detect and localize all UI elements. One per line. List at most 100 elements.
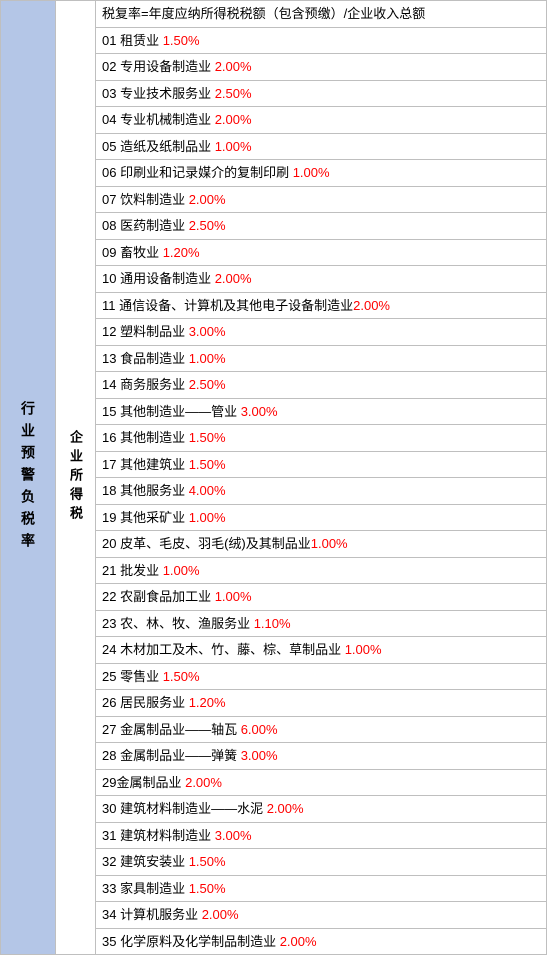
row-rate: 4.00% [189, 483, 226, 498]
row-number: 31 [102, 828, 116, 843]
row-rate: 3.00% [241, 748, 278, 763]
row-number: 27 [102, 722, 116, 737]
row-label: 建筑安装业 [116, 854, 188, 869]
row-label: 金属制品业——轴瓦 [116, 722, 240, 737]
row-rate: 2.00% [202, 907, 239, 922]
row-number: 09 [102, 245, 116, 260]
row-rate: 6.00% [241, 722, 278, 737]
table-row: 13 食品制造业 1.00% [96, 346, 546, 373]
table-row: 29金属制品业 2.00% [96, 770, 546, 797]
row-label: 家具制造业 [116, 881, 188, 896]
row-rate: 1.00% [311, 536, 348, 551]
row-number: 18 [102, 483, 116, 498]
row-rate: 1.00% [189, 510, 226, 525]
row-number: 04 [102, 112, 116, 127]
row-rate: 1.50% [189, 430, 226, 445]
row-rate: 1.20% [163, 245, 200, 260]
table-row: 26 居民服务业 1.20% [96, 690, 546, 717]
row-rate: 1.50% [189, 881, 226, 896]
table-row: 14 商务服务业 2.50% [96, 372, 546, 399]
row-rate: 2.50% [215, 86, 252, 101]
row-label: 专业技术服务业 [116, 86, 214, 101]
row-label: 塑料制品业 [116, 324, 188, 339]
table-row: 15 其他制造业——管业 3.00% [96, 399, 546, 426]
table-row: 04 专业机械制造业 2.00% [96, 107, 546, 134]
table-row: 28 金属制品业——弹簧 3.00% [96, 743, 546, 770]
row-label: 饮料制造业 [116, 192, 188, 207]
row-rate: 2.00% [215, 59, 252, 74]
table-row: 06 印刷业和记录媒介的复制印刷 1.00% [96, 160, 546, 187]
row-rate: 1.00% [293, 165, 330, 180]
row-rate: 3.00% [241, 404, 278, 419]
row-label: 批发业 [116, 563, 162, 578]
mid-heading-column: 企业所得税 [56, 1, 96, 954]
row-label: 造纸及纸制品业 [116, 139, 214, 154]
row-rate: 1.20% [189, 695, 226, 710]
table-row: 21 批发业 1.00% [96, 558, 546, 585]
table-row: 24 木材加工及木、竹、藤、棕、草制品业 1.00% [96, 637, 546, 664]
row-number: 26 [102, 695, 116, 710]
row-number: 21 [102, 563, 116, 578]
row-number: 25 [102, 669, 116, 684]
row-label: 专业机械制造业 [116, 112, 214, 127]
row-rate: 1.50% [163, 33, 200, 48]
row-label: 居民服务业 [116, 695, 188, 710]
row-number: 28 [102, 748, 116, 763]
row-rate: 1.00% [163, 563, 200, 578]
row-number: 10 [102, 271, 116, 286]
row-rate: 1.50% [189, 457, 226, 472]
table-row: 30 建筑材料制造业——水泥 2.00% [96, 796, 546, 823]
row-label: 其他制造业——管业 [116, 404, 240, 419]
row-number: 24 [102, 642, 116, 657]
row-label: 农副食品加工业 [116, 589, 214, 604]
row-label: 建筑材料制造业——水泥 [116, 801, 266, 816]
row-number: 34 [102, 907, 116, 922]
row-number: 15 [102, 404, 116, 419]
row-rate: 1.00% [215, 139, 252, 154]
table-row: 05 造纸及纸制品业 1.00% [96, 134, 546, 161]
row-rate: 2.00% [215, 271, 252, 286]
table-row: 08 医药制造业 2.50% [96, 213, 546, 240]
row-number: 30 [102, 801, 116, 816]
row-rate: 2.00% [267, 801, 304, 816]
row-number: 32 [102, 854, 116, 869]
table-row: 09 畜牧业 1.20% [96, 240, 546, 267]
row-rate: 1.00% [189, 351, 226, 366]
row-label: 其他制造业 [116, 430, 188, 445]
row-number: 35 [102, 934, 116, 949]
row-label: 医药制造业 [116, 218, 188, 233]
row-label: 其他采矿业 [116, 510, 188, 525]
row-rate: 2.00% [189, 192, 226, 207]
row-rate: 1.10% [254, 616, 291, 631]
row-rate: 2.50% [189, 218, 226, 233]
left-heading-column: 行业预警负税率 [1, 1, 56, 954]
table-row: 32 建筑安装业 1.50% [96, 849, 546, 876]
row-rate: 1.50% [189, 854, 226, 869]
table-row: 31 建筑材料制造业 3.00% [96, 823, 546, 850]
table-row: 19 其他采矿业 1.00% [96, 505, 546, 532]
table-row: 03 专业技术服务业 2.50% [96, 81, 546, 108]
table-row: 11 通信设备、计算机及其他电子设备制造业2.00% [96, 293, 546, 320]
row-number: 03 [102, 86, 116, 101]
table-row: 35 化学原料及化学制品制造业 2.00% [96, 929, 546, 955]
row-number: 17 [102, 457, 116, 472]
row-number: 11 [102, 298, 116, 313]
row-label: 其他服务业 [116, 483, 188, 498]
row-number: 23 [102, 616, 116, 631]
table-row: 18 其他服务业 4.00% [96, 478, 546, 505]
row-number: 01 [102, 33, 116, 48]
row-number: 22 [102, 589, 116, 604]
table-row: 16 其他制造业 1.50% [96, 425, 546, 452]
row-rate: 3.00% [215, 828, 252, 843]
row-number: 20 [102, 536, 116, 551]
table-row: 01 租赁业 1.50% [96, 28, 546, 55]
row-label: 通信设备、计算机及其他电子设备制造业 [116, 298, 354, 313]
row-label: 通用设备制造业 [116, 271, 214, 286]
row-number: 05 [102, 139, 116, 154]
table-row: 27 金属制品业——轴瓦 6.00% [96, 717, 546, 744]
row-rate: 3.00% [189, 324, 226, 339]
row-rate: 2.00% [353, 298, 390, 313]
row-label: 专用设备制造业 [116, 59, 214, 74]
table-row: 22 农副食品加工业 1.00% [96, 584, 546, 611]
table-row: 23 农、林、牧、渔服务业 1.10% [96, 611, 546, 638]
